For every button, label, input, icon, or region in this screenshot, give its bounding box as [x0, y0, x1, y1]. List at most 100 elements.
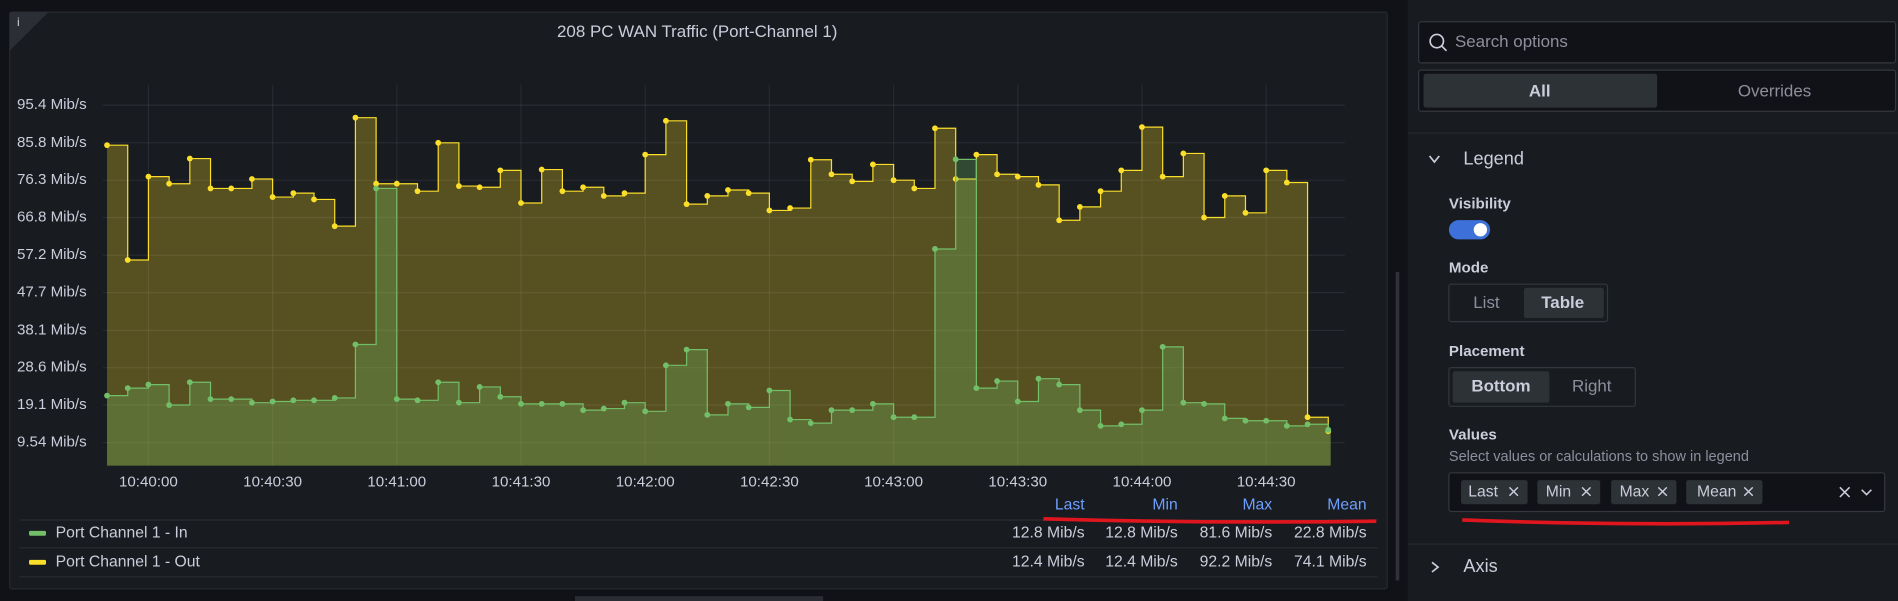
legend-series-name[interactable]: Port Channel 1 - In	[56, 524, 188, 541]
data-point	[1221, 415, 1228, 422]
data-point	[828, 171, 835, 178]
y-tick-label: 57.2 Mib/s	[17, 246, 87, 263]
data-point	[207, 185, 214, 192]
data-point	[518, 400, 524, 407]
data-point	[228, 185, 235, 192]
data-point	[435, 139, 442, 146]
data-point	[1076, 407, 1083, 414]
search-icon	[1441, 45, 1448, 52]
data-point	[1056, 217, 1063, 224]
data-point	[166, 402, 173, 408]
data-point	[642, 151, 649, 158]
legend-stat: 12.8 Mib/s	[1105, 524, 1178, 541]
data-point	[538, 400, 545, 407]
x-tick-label: 10:40:30	[243, 473, 302, 490]
data-point	[1325, 426, 1332, 433]
data-point	[911, 414, 918, 421]
section-title[interactable]: Axis	[1463, 556, 1497, 576]
data-point	[497, 393, 504, 400]
resize-handle[interactable]	[574, 596, 824, 601]
clear-button[interactable]	[1839, 486, 1851, 498]
data-point	[890, 177, 897, 184]
legend-stat: 74.1 Mib/s	[1294, 553, 1367, 570]
data-point	[456, 183, 462, 189]
data-point	[1076, 204, 1083, 210]
search-box[interactable]	[1418, 21, 1897, 64]
data-point	[1304, 421, 1311, 428]
data-point	[1180, 150, 1187, 157]
data-point	[662, 362, 669, 369]
data-point	[145, 173, 152, 180]
data-point	[518, 200, 524, 206]
data-point	[497, 167, 504, 174]
chip[interactable]: Max	[1611, 480, 1677, 505]
data-point	[787, 416, 793, 423]
data-point	[393, 180, 400, 187]
data-point	[538, 166, 545, 173]
data-point	[104, 142, 110, 149]
tab[interactable]: Overrides	[1738, 81, 1811, 100]
chip-remove[interactable]	[1743, 486, 1754, 497]
dropdown-chevron[interactable]	[1861, 489, 1872, 496]
radio-option[interactable]: Table	[1541, 293, 1584, 312]
data-point	[952, 156, 959, 163]
data-point	[331, 395, 338, 401]
series-area	[107, 159, 1331, 466]
legend-series-name[interactable]: Port Channel 1 - Out	[56, 553, 201, 570]
section-title[interactable]: Legend	[1463, 148, 1524, 168]
data-point	[104, 392, 110, 399]
data-point	[1263, 417, 1270, 424]
info-icon[interactable]: i	[17, 15, 20, 29]
y-tick-label: 9.54 Mib/s	[17, 434, 87, 451]
legend-stat: 81.6 Mib/s	[1200, 524, 1273, 541]
chip-remove[interactable]	[1508, 486, 1519, 497]
chip-remove[interactable]	[1581, 486, 1592, 497]
legend-stat: 12.8 Mib/s	[1012, 524, 1085, 541]
panel	[9, 11, 1388, 590]
data-point	[911, 185, 918, 192]
data-point	[207, 396, 214, 403]
x-tick-label: 10:42:00	[616, 473, 675, 490]
legend-swatch	[29, 530, 46, 536]
data-point	[290, 397, 297, 404]
data-point	[1159, 173, 1166, 180]
chip-remove[interactable]	[1657, 486, 1668, 497]
data-point	[642, 408, 649, 415]
legend-column-header: Max	[1242, 497, 1272, 514]
series-area	[107, 117, 1331, 466]
data-point	[1221, 192, 1228, 199]
search-placeholder: Search options	[1455, 32, 1568, 51]
legend-stat: 92.2 Mib/s	[1200, 553, 1273, 570]
radio-option[interactable]: Bottom	[1471, 376, 1530, 395]
x-tick-label: 10:41:30	[492, 473, 551, 490]
chip[interactable]: Min	[1537, 480, 1601, 505]
data-point	[186, 155, 193, 162]
chip-label: Mean	[1697, 483, 1736, 500]
radio-option[interactable]: Right	[1572, 376, 1612, 395]
data-point	[1283, 179, 1290, 186]
chevron-right	[1431, 561, 1440, 573]
x-tick-label: 10:44:00	[1113, 473, 1172, 490]
data-point	[249, 399, 255, 406]
data-point	[807, 420, 814, 427]
y-tick-label: 66.8 Mib/s	[17, 209, 87, 226]
tab[interactable]: All	[1529, 81, 1551, 100]
data-point	[787, 205, 793, 211]
field-description: Select values or calculations to show in…	[1449, 449, 1749, 465]
search-icon	[1429, 33, 1445, 49]
data-point	[704, 411, 711, 418]
data-point	[290, 190, 297, 197]
y-tick-label: 95.4 Mib/s	[17, 96, 87, 113]
data-point	[414, 188, 421, 195]
data-point	[994, 171, 1000, 178]
data-point	[1056, 381, 1063, 388]
chip-bg	[1686, 480, 1763, 505]
chip-label: Last	[1468, 483, 1498, 500]
radio-option[interactable]: List	[1473, 293, 1500, 312]
y-tick-label: 85.8 Mib/s	[17, 134, 87, 151]
data-point	[662, 117, 669, 124]
chip[interactable]: Last	[1461, 480, 1528, 505]
chip[interactable]: Mean	[1686, 480, 1763, 505]
